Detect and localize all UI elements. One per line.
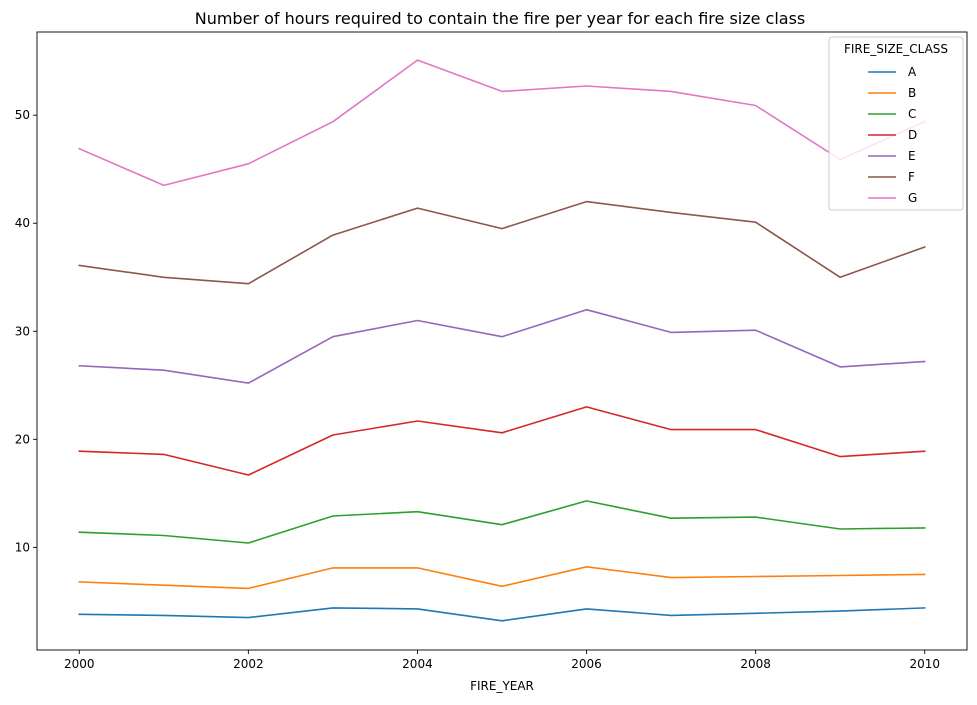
legend-label-a: A [908,65,917,79]
y-tick-label: 20 [15,432,30,446]
x-tick-label: 2006 [571,657,602,671]
series-line-g [78,59,926,187]
legend-label-c: C [908,107,916,121]
x-tick-label: 2000 [64,657,95,671]
x-tick-label: 2008 [740,657,771,671]
x-axis-label: FIRE_YEAR [470,679,534,693]
y-tick-label: 50 [15,108,30,122]
legend-title: FIRE_SIZE_CLASS [844,42,948,56]
x-tick-label: 2004 [402,657,433,671]
y-tick-label: 10 [15,540,30,554]
series-line-a [78,607,926,622]
legend-label-g: G [908,191,917,205]
legend-label-e: E [908,149,916,163]
legend-label-f: F [908,170,915,184]
series-line-c [78,500,926,544]
series-line-b [78,565,926,590]
y-tick-label: 30 [15,324,30,338]
series-line-d [78,406,926,476]
x-tick-label: 2002 [233,657,264,671]
axes-frame [36,31,968,651]
legend-label-b: B [908,86,916,100]
chart-title: Number of hours required to contain the … [195,9,806,28]
legend-label-d: D [908,128,917,142]
legend-box [828,36,964,211]
y-tick-label: 40 [15,216,30,230]
series-line-e [78,308,926,384]
x-tick-label: 2010 [909,657,940,671]
series-line-f [78,200,926,285]
